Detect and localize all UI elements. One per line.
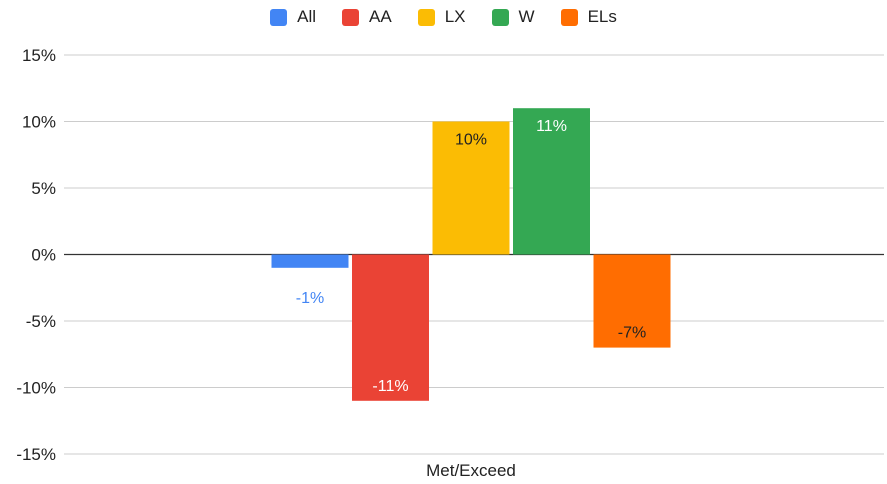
y-tick-label: -10% [16,379,56,398]
bar-lx [432,121,510,255]
data-label-els: -7% [618,325,646,342]
y-tick-label: 0% [31,246,56,265]
legend-item-aa: AA [342,7,392,27]
data-label-aa: -11% [372,378,408,395]
y-tick-label: 5% [31,179,56,198]
y-tick-label: 15% [22,46,56,65]
bar-w [513,108,590,255]
legend-swatch [491,8,509,26]
data-label-all: -1% [296,290,324,307]
data-label-lx: 10% [455,132,487,149]
legend-label: ELs [587,7,617,26]
legend-item-w: W [491,7,535,27]
legend-label: All [297,7,317,26]
legend-swatch [342,8,360,26]
bar-all [271,254,349,268]
bars [271,108,671,401]
data-labels: -1% -11% 10% 11% -7% [296,118,646,395]
x-category-label: Met/Exceed [426,461,516,480]
legend-item-lx: LX [417,7,466,27]
legend-swatch [417,8,435,26]
y-tick-label: 10% [22,113,56,132]
legend-swatch [270,8,288,26]
y-tick-label: -15% [16,445,56,464]
x-axis: Met/Exceed [426,461,516,480]
bar-aa [352,254,429,401]
bar-els [593,254,671,348]
y-tick-label: -5% [26,312,56,331]
legend-item-all: All [270,7,316,27]
legend-swatch [560,8,578,26]
y-axis-ticks: 15% 10% 5% 0% -5% -10% -15% [16,46,56,464]
legend-label: LX [444,7,466,26]
legend-label: W [518,7,535,26]
data-label-w: 11% [536,118,567,135]
chart-legend: All AA LX W ELs [0,4,887,30]
legend-item-els: ELs [560,7,617,27]
legend-label: AA [369,7,392,26]
